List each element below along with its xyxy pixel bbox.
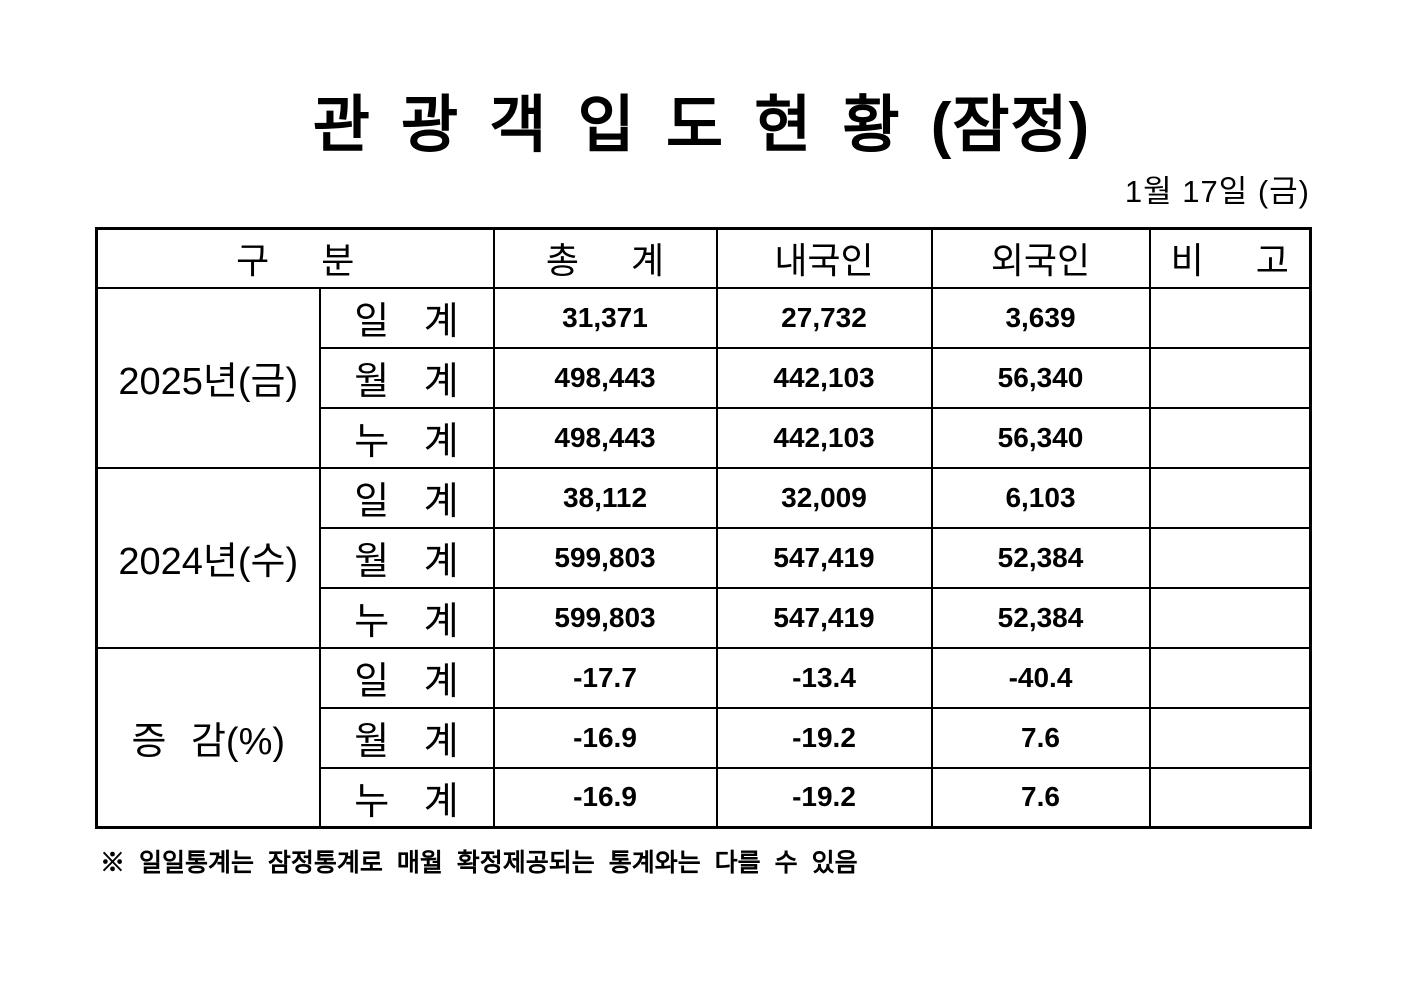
table-row: 월 계 -16.9 -19.2 7.6 xyxy=(97,706,1312,769)
table-row: 월 계 599,803 547,419 52,384 xyxy=(97,526,1312,589)
table-row: 누 계 -16.9 -19.2 7.6 xyxy=(97,766,1312,829)
table-row: 누 계 498,443 442,103 56,340 xyxy=(97,406,1312,469)
value-total: 599,803 xyxy=(492,586,718,649)
note-cell xyxy=(1148,406,1312,469)
value-total: 38,112 xyxy=(492,466,718,529)
value-foreign: 6,103 xyxy=(930,466,1151,529)
header-foreign: 외국인 xyxy=(930,227,1151,289)
header-category: 구 분 xyxy=(95,227,495,289)
group-label-2024: 2024년(수) xyxy=(95,466,321,649)
value-total: 31,371 xyxy=(492,286,718,349)
value-foreign: 52,384 xyxy=(930,526,1151,589)
period-label: 월 계 xyxy=(318,526,495,589)
note-cell xyxy=(1148,466,1312,529)
value-domestic: 442,103 xyxy=(715,346,933,409)
value-domestic: -19.2 xyxy=(715,706,933,769)
period-label: 일 계 xyxy=(318,646,495,709)
tourist-arrivals-table: 구 분 총 계 내국인 외국인 비 고 2025년(금) 일 계 31,371 … xyxy=(95,227,1312,830)
footnote: ※ 일일통계는 잠정통계로 매월 확정제공되는 통계와는 다를 수 있음 xyxy=(100,849,858,878)
value-total: -16.9 xyxy=(492,766,718,829)
value-total: 498,443 xyxy=(492,406,718,469)
group-label-change: 증 감(%) xyxy=(95,646,321,829)
value-domestic: -19.2 xyxy=(715,766,933,829)
note-cell xyxy=(1148,766,1312,829)
report-date: 1월 17일 (금) xyxy=(1124,174,1310,210)
value-foreign: -40.4 xyxy=(930,646,1151,709)
value-foreign: 3,639 xyxy=(930,286,1151,349)
note-cell xyxy=(1148,586,1312,649)
value-domestic: 442,103 xyxy=(715,406,933,469)
value-foreign: 52,384 xyxy=(930,586,1151,649)
value-foreign: 56,340 xyxy=(930,406,1151,469)
value-total: -17.7 xyxy=(492,646,718,709)
value-domestic: -13.4 xyxy=(715,646,933,709)
header-total: 총 계 xyxy=(492,227,718,289)
table-row: 2025년(금) 일 계 31,371 27,732 3,639 xyxy=(95,286,1312,469)
header-note: 비 고 xyxy=(1148,227,1312,289)
period-label: 일 계 xyxy=(318,466,495,529)
value-domestic: 547,419 xyxy=(715,586,933,649)
period-label: 월 계 xyxy=(318,706,495,769)
value-foreign: 56,340 xyxy=(930,346,1151,409)
note-cell xyxy=(1148,706,1312,769)
note-cell xyxy=(1148,646,1312,709)
note-cell xyxy=(1148,286,1312,349)
period-label: 월 계 xyxy=(318,346,495,409)
table-row: 누 계 599,803 547,419 52,384 xyxy=(97,586,1312,649)
value-foreign: 7.6 xyxy=(930,766,1151,829)
value-total: 599,803 xyxy=(492,526,718,589)
value-total: -16.9 xyxy=(492,706,718,769)
period-label: 일 계 xyxy=(318,286,495,349)
table-row: 증 감(%) 일 계 -17.7 -13.4 -40.4 xyxy=(95,646,1312,829)
value-total: 498,443 xyxy=(492,346,718,409)
period-label: 누 계 xyxy=(318,766,495,829)
period-label: 누 계 xyxy=(318,586,495,649)
table-row: 2024년(수) 일 계 38,112 32,009 6,103 xyxy=(95,466,1312,649)
period-label: 누 계 xyxy=(318,406,495,469)
group-label-2025: 2025년(금) xyxy=(95,286,321,469)
table-header-row: 구 분 총 계 내국인 외국인 비 고 xyxy=(95,227,1312,289)
header-domestic: 내국인 xyxy=(715,227,933,289)
note-cell xyxy=(1148,526,1312,589)
note-cell xyxy=(1148,346,1312,409)
value-domestic: 32,009 xyxy=(715,466,933,529)
page-title: 관 광 객 입 도 현 황 (잠정) xyxy=(312,91,1091,160)
value-domestic: 547,419 xyxy=(715,526,933,589)
table-row: 월 계 498,443 442,103 56,340 xyxy=(97,346,1312,409)
value-foreign: 7.6 xyxy=(930,706,1151,769)
value-domestic: 27,732 xyxy=(715,286,933,349)
